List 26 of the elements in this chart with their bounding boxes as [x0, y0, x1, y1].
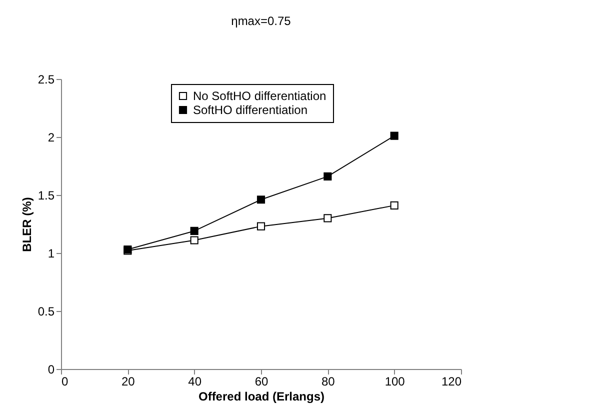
y-tick-label: 1.5 — [38, 188, 55, 202]
point — [256, 196, 266, 204]
y-axis-title: BLER (%) — [20, 197, 34, 252]
y-tick-label: 0.5 — [38, 304, 55, 318]
point — [390, 201, 398, 210]
chart-title: ηmax=0.75 — [231, 14, 292, 28]
point — [190, 236, 198, 244]
x-tick-label: 100 — [384, 374, 406, 388]
point — [324, 172, 332, 180]
y-tick-label: 2.5 — [38, 72, 55, 86]
point — [256, 222, 266, 230]
point — [390, 132, 398, 140]
y-tick-label: 2 — [48, 130, 55, 144]
point — [324, 214, 332, 222]
legend-label: No SoftHO differentiation — [193, 89, 326, 103]
x-tick-label: 0 — [62, 374, 68, 388]
x-axis-title: Offered load (Erlangs) — [198, 390, 325, 404]
y-tick-label: 0 — [48, 362, 55, 376]
legend-label: SoftHO differentiation — [193, 103, 308, 117]
x-tick-label: 80 — [321, 374, 336, 388]
point — [190, 226, 198, 235]
x-tick-label: 40 — [188, 374, 202, 388]
x-tick-label: 60 — [254, 374, 268, 388]
x-tick-label: 20 — [121, 374, 136, 388]
x-tick-label: 120 — [441, 374, 462, 388]
y-tick-label: 1 — [48, 246, 55, 260]
